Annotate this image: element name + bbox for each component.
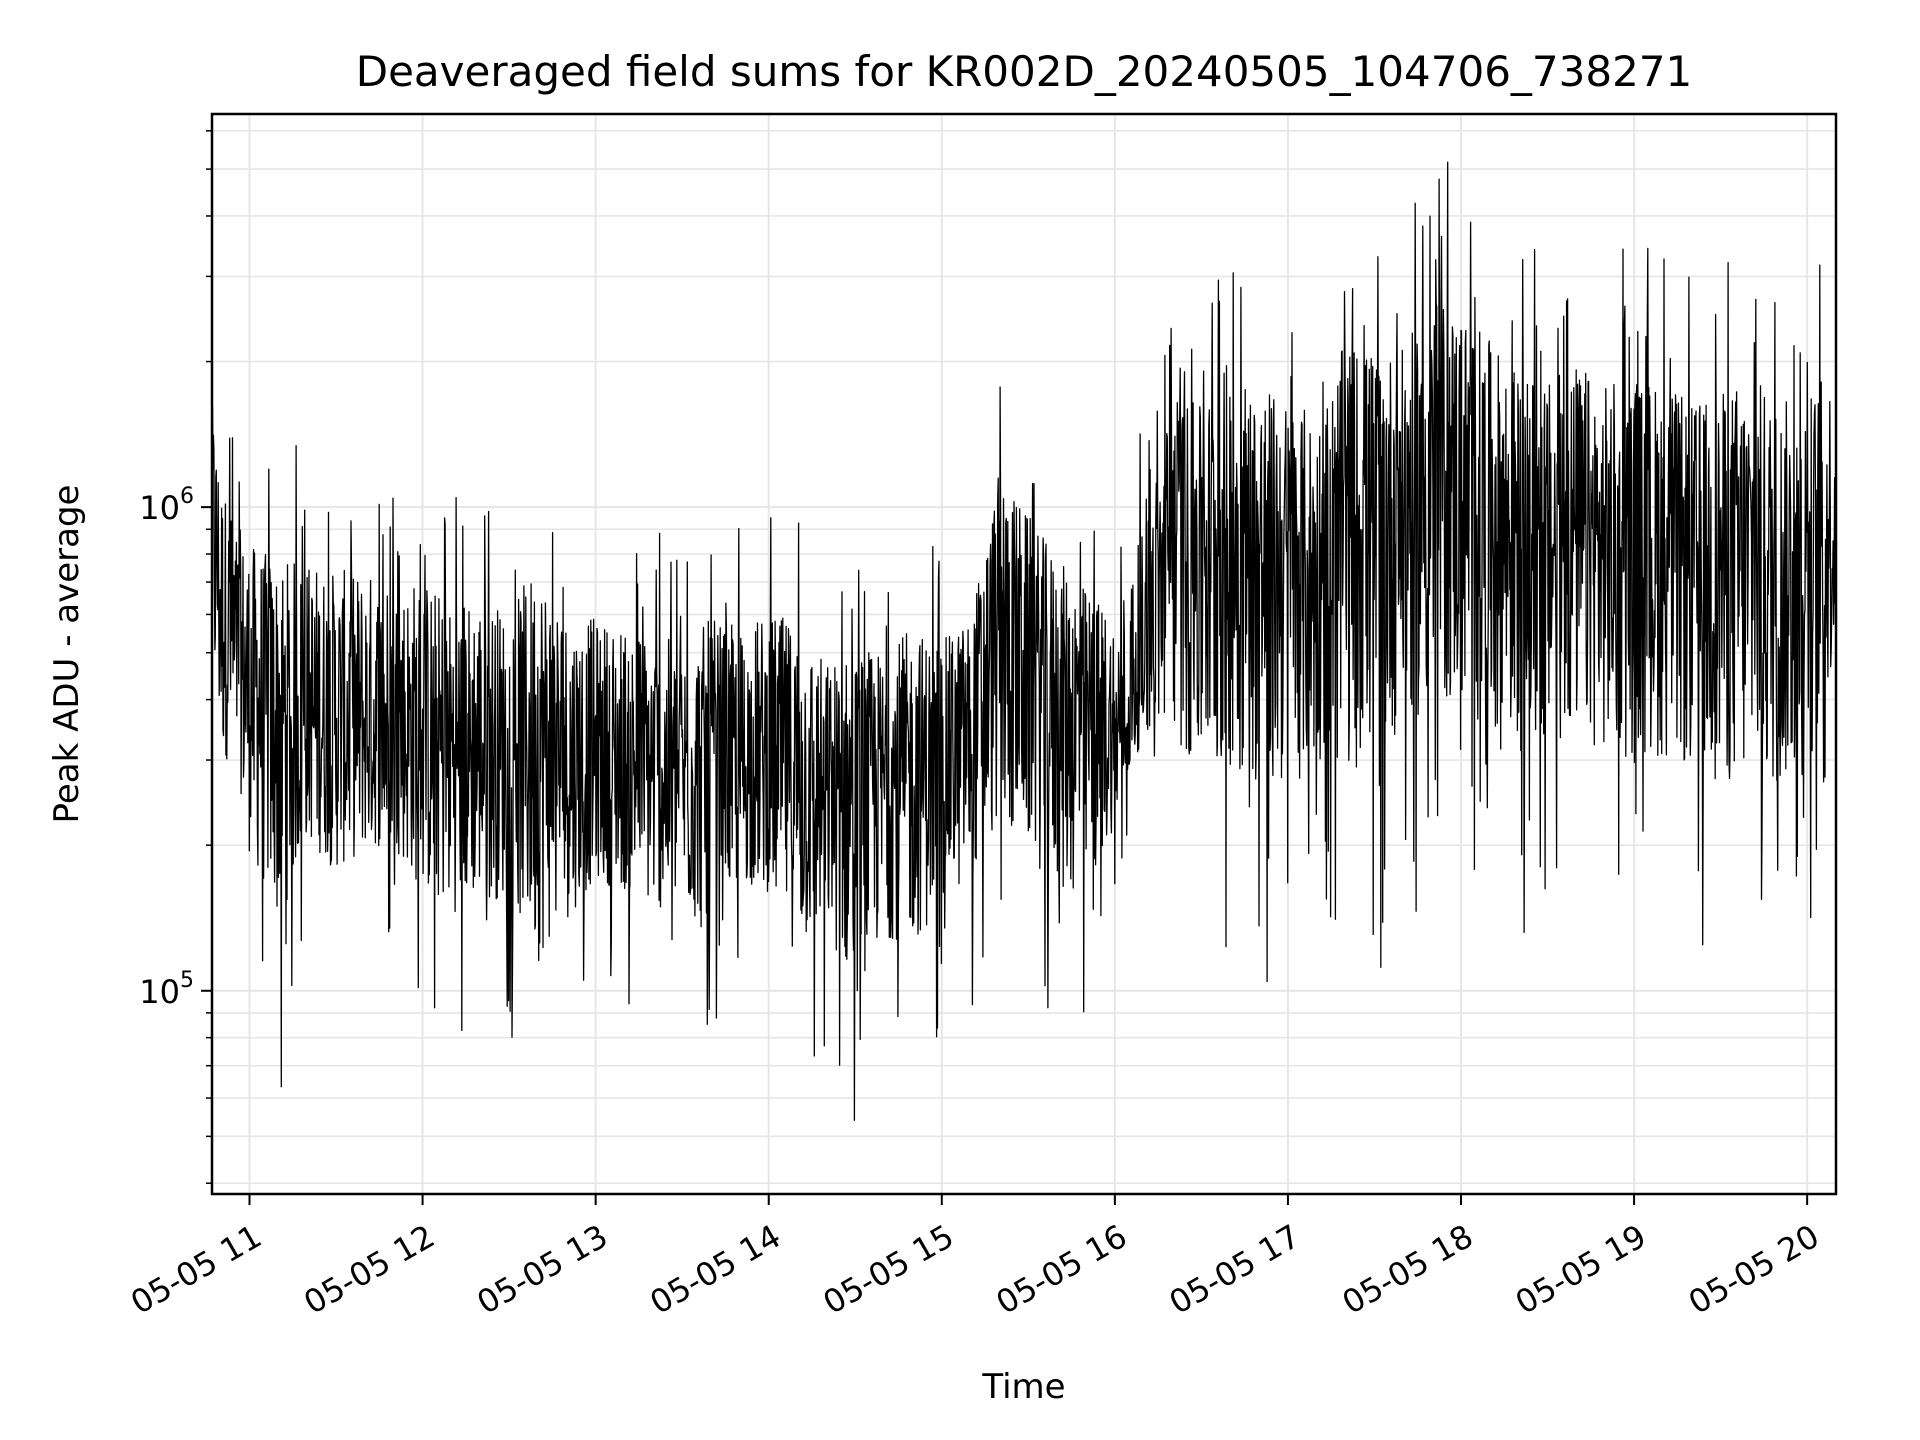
y-axis-label: Peak ADU - average [47, 485, 87, 824]
series-line [211, 161, 1837, 1121]
chart-title: Deaveraged field sums for KR002D_2024050… [356, 47, 1693, 96]
y-tick-label: 105 [139, 968, 194, 1011]
plot-frame [210, 112, 1838, 1196]
x-axis-label: Time [981, 1367, 1065, 1407]
data-layer [211, 161, 1837, 1121]
y-tick-label: 106 [139, 484, 194, 527]
